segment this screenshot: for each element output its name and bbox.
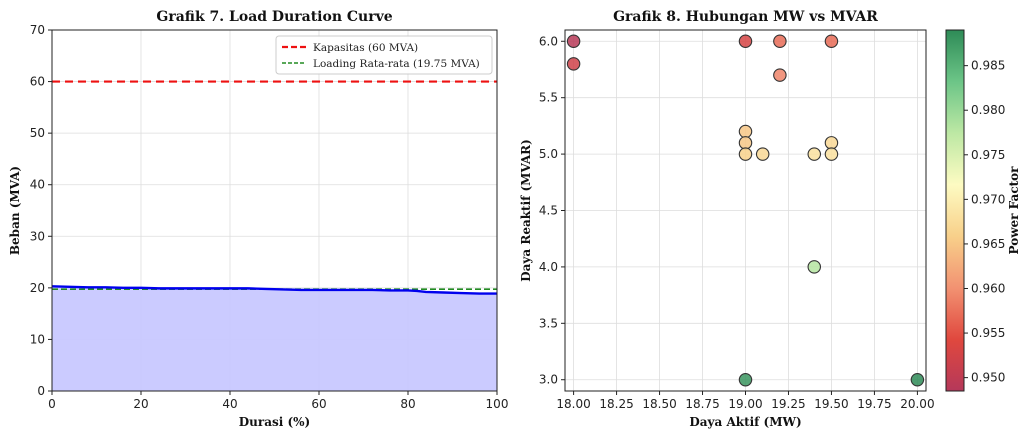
scatter-point [755, 147, 770, 161]
colorbar [945, 29, 965, 392]
scatter-point [824, 136, 839, 150]
scatter-point [773, 34, 787, 49]
x-tick-label: 0 [48, 397, 56, 411]
x-tick-label: 100 [486, 397, 509, 411]
x-tick-label: 18.50 [642, 397, 676, 411]
y-tick-label: 5.5 [539, 91, 558, 105]
scatter-point [807, 260, 822, 274]
legend-entry: Loading Rata-rata (19.75 MVA) [313, 58, 480, 70]
load-duration-line [51, 285, 497, 295]
y-tick-label: 4.0 [539, 260, 558, 274]
y-tick-label: 3.0 [539, 373, 558, 387]
colorbar-tick-label: 0.980 [971, 103, 1005, 117]
x-axis-label-1: Durasi (%) [239, 415, 310, 429]
chart-title-1: Grafik 7. Load Duration Curve [156, 9, 392, 25]
legend-entry: Kapasitas (60 MVA) [313, 42, 418, 54]
scatter-point [566, 57, 581, 71]
y-tick-label: 70 [30, 23, 45, 37]
scatter-point [738, 147, 753, 161]
y-tick-label: 40 [30, 178, 45, 192]
x-tick-label: 40 [222, 397, 237, 411]
colorbar-tick-label: 0.975 [971, 148, 1005, 162]
scatter-point [824, 34, 839, 49]
x-tick-label: 19.00 [728, 397, 762, 411]
scatter-point [566, 34, 581, 49]
y-tick-label: 30 [30, 229, 45, 243]
y-tick-label: 50 [30, 126, 45, 140]
legend-box [275, 35, 493, 75]
colorbar-tick-label: 0.960 [971, 281, 1005, 295]
colorbar-tick-label: 0.955 [971, 326, 1005, 340]
x-tick-label: 80 [400, 397, 415, 411]
x-axis-label-2: Daya Aktif (MW) [689, 415, 801, 429]
x-tick-label: 20 [133, 397, 148, 411]
y-tick-label: 6.0 [539, 34, 558, 48]
y-tick-label: 3.5 [539, 316, 558, 330]
y-tick-label: 5.0 [539, 147, 558, 161]
colorbar-tick-label: 0.985 [971, 59, 1005, 73]
x-tick-label: 18.25 [599, 397, 633, 411]
scatter-point [738, 372, 753, 387]
y-tick-label: 10 [30, 332, 45, 346]
scatter-point [807, 147, 822, 161]
y-tick-label: 60 [30, 75, 45, 89]
scatter-point [910, 372, 925, 387]
y-tick-label: 4.5 [539, 204, 558, 218]
x-tick-label: 18.00 [556, 397, 590, 411]
x-tick-label: 19.50 [814, 397, 848, 411]
y-axis-label-2: Daya Reaktif (MVAR) [519, 139, 533, 282]
scatter-point [738, 124, 753, 139]
scatter-point [738, 34, 753, 49]
scatter-point [773, 68, 787, 82]
scatter-point [824, 147, 839, 161]
colorbar-tick-label: 0.950 [971, 371, 1005, 385]
colorbar-label: Power Factor [1007, 166, 1021, 255]
x-tick-label: 60 [311, 397, 326, 411]
load-area-fill [52, 286, 497, 391]
y-axis-label-1: Beban (MVA) [8, 166, 22, 255]
y-tick-label: 20 [30, 281, 45, 295]
y-tick-label: 0 [37, 384, 45, 398]
x-tick-label: 19.75 [857, 397, 891, 411]
chart-title-2: Grafik 8. Hubungan MW vs MVAR [613, 9, 878, 25]
x-tick-label: 20.00 [900, 397, 934, 411]
colorbar-tick-label: 0.970 [971, 192, 1005, 206]
scatter-point [738, 136, 753, 150]
colorbar-tick-label: 0.965 [971, 237, 1005, 251]
x-tick-label: 19.25 [771, 397, 805, 411]
plot-frame-1 [51, 29, 498, 392]
x-tick-label: 18.75 [685, 397, 719, 411]
